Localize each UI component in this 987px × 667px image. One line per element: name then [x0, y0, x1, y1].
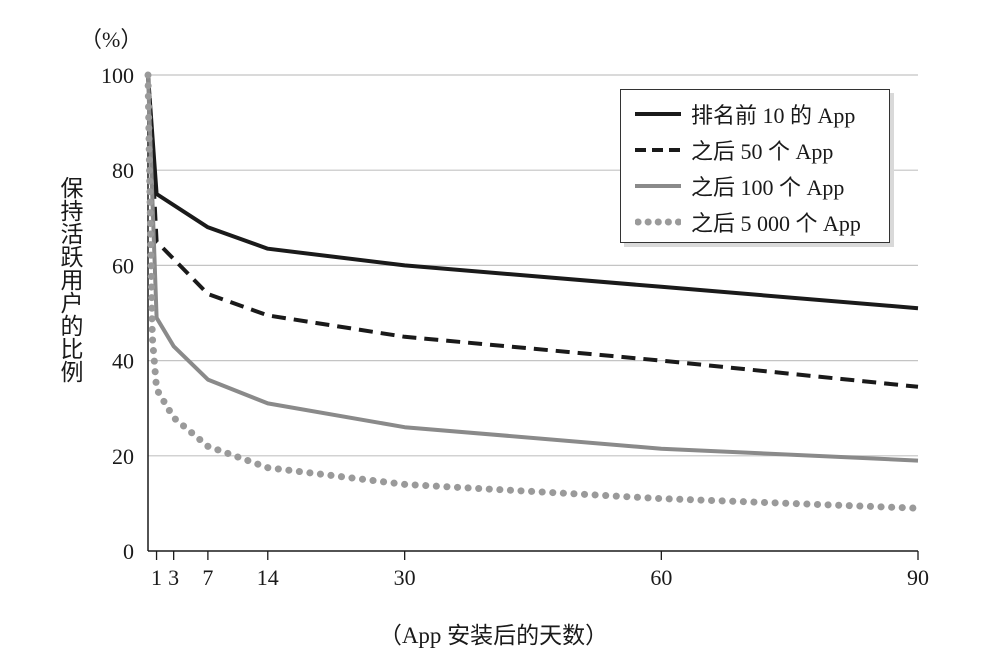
- tick-labels: 0 20 40 60 80 100 1 3 7 14 30 60 90: [101, 63, 929, 590]
- series-line-next50: [146, 74, 919, 389]
- y-axis-label: 保持活跃用户的比例: [57, 176, 82, 383]
- x-tick-label-3: 3: [168, 565, 179, 590]
- y-tick-label-20: 20: [112, 444, 134, 469]
- legend-swatch-top10: [635, 112, 681, 116]
- y-tick-label-0: 0: [123, 539, 134, 564]
- series-line-next5000: [144, 71, 922, 512]
- y-tick-label-60: 60: [112, 253, 134, 278]
- series-lines: [144, 71, 922, 512]
- y-tick-label-40: 40: [112, 349, 134, 374]
- legend-item-top10: 排名前 10 的 App: [635, 96, 889, 132]
- legend-item-next5000: 之后 5 000 个 App: [635, 204, 889, 240]
- legend-label-next50: 之后 50 个 App: [691, 139, 834, 164]
- legend-item-next100: 之后 100 个 App: [635, 168, 889, 204]
- legend-label-next100: 之后 100 个 App: [691, 175, 845, 200]
- series-line-top10: [146, 74, 919, 311]
- x-tick-label-30: 30: [394, 565, 416, 590]
- legend-item-next50: 之后 50 个 App: [635, 132, 889, 168]
- y-tick-label-100: 100: [101, 63, 134, 88]
- x-tick-label-60: 60: [650, 565, 672, 590]
- y-unit-label: （%）: [80, 27, 143, 52]
- x-tick-label-14: 14: [257, 565, 279, 590]
- legend-label-next5000: 之后 5 000 个 App: [691, 211, 861, 236]
- legend-label-top10: 排名前 10 的 App: [691, 103, 856, 128]
- x-tick-label-1: 1: [151, 565, 162, 590]
- x-tick-label-7: 7: [202, 565, 213, 590]
- legend-swatch-next5000: [635, 218, 681, 226]
- series-line-next100: [146, 74, 919, 463]
- legend: 排名前 10 的 App 之后 50 个 App 之后 100 个 App 之后…: [620, 89, 890, 243]
- axes: [147, 75, 919, 560]
- x-tick-label-90: 90: [907, 565, 929, 590]
- y-tick-label-80: 80: [112, 158, 134, 183]
- legend-swatch-next50: [635, 148, 681, 152]
- legend-swatch-next100: [635, 184, 681, 188]
- x-axis-label: （App 安装后的天数）: [378, 623, 609, 648]
